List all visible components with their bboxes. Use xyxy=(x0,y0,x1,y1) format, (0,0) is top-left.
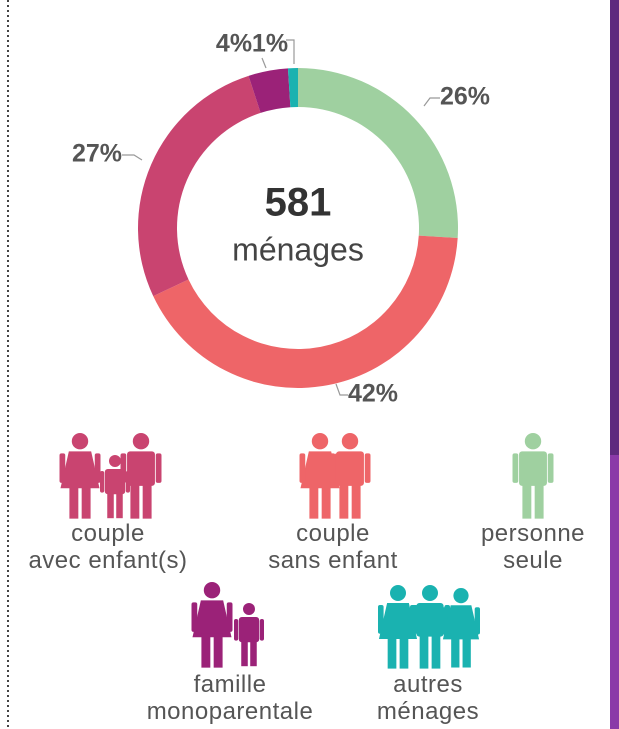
donut-segment xyxy=(248,68,291,113)
side-bar xyxy=(610,0,619,455)
legend-label: famille monoparentale xyxy=(146,671,314,725)
percent-label: 26% xyxy=(440,83,490,111)
person-icon xyxy=(329,433,371,519)
side-bar xyxy=(610,455,619,729)
person-icon xyxy=(512,433,554,519)
legend-label: autres ménages xyxy=(376,671,480,725)
leader-line xyxy=(261,57,267,69)
percent-label: 4% xyxy=(216,30,252,58)
donut-segment xyxy=(287,68,298,108)
donut-segment xyxy=(298,68,458,239)
percent-label: 27% xyxy=(72,140,122,168)
leader-line xyxy=(122,154,143,161)
center-value: 581 xyxy=(265,181,332,225)
person-icon xyxy=(442,588,480,668)
person-icon xyxy=(191,582,233,668)
legend-label: personne seule xyxy=(480,520,586,574)
person-icon xyxy=(234,603,264,667)
center-label: ménages xyxy=(232,231,364,267)
leader-line xyxy=(286,39,295,64)
donut-segment xyxy=(137,75,261,297)
legend-label: couple sans enfant xyxy=(268,520,398,574)
person-icon xyxy=(120,433,162,519)
legend-label: couple avec enfant(s) xyxy=(28,520,188,574)
percent-label: 1% xyxy=(252,30,288,58)
person-icon xyxy=(59,433,101,519)
donut-segment xyxy=(153,235,458,388)
percent-label: 42% xyxy=(348,380,398,408)
leader-line xyxy=(335,383,348,396)
leader-line xyxy=(423,97,440,107)
